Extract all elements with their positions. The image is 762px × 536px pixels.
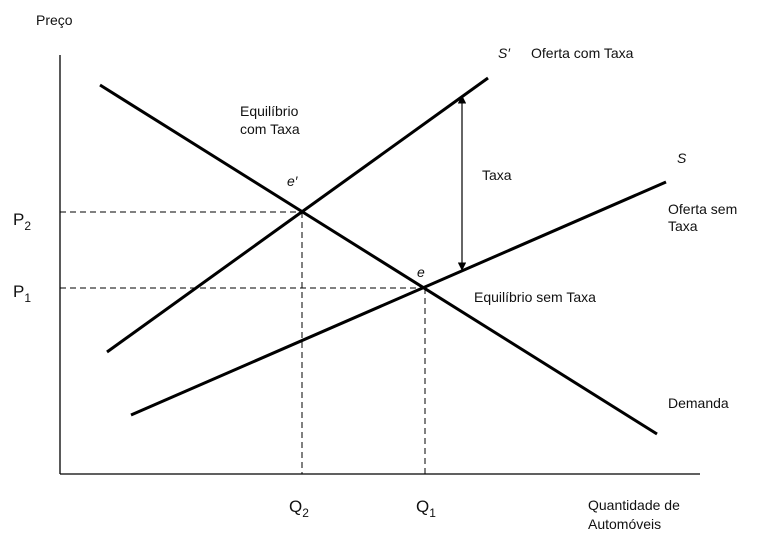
equilibrium-tax-desc-line1: Equilíbrio [240,103,299,119]
x-axis-label-line2: Automóveis [588,516,661,532]
x-axis-label-line1: Quantidade de [588,497,680,513]
q2-tick-label: Q2 [289,497,309,520]
q1-main: Q [416,497,429,516]
q2-main: Q [289,497,302,516]
p2-tick-label: P2 [13,210,31,233]
supply-desc-line2: Taxa [668,218,698,234]
supply-desc-line1: Oferta sem [668,201,737,217]
demand-curve [99,83,658,436]
equilibrium-point-label: e [417,264,425,280]
q1-tick-label: Q1 [416,497,436,520]
y-axis-label: Preço [36,12,73,28]
equilibrium-tax-point-label: e′ [287,173,299,189]
equilibrium-desc: Equilíbrio sem Taxa [474,289,596,305]
p2-main: P [13,210,24,229]
p1-main: P [13,282,24,301]
supply-curve [130,180,667,417]
q1-sub: 1 [429,506,436,520]
q2-sub: 2 [302,506,309,520]
supply-with-tax-curve [106,76,489,354]
p2-sub: 2 [24,219,31,233]
supply-tax-label: S′ [498,45,511,61]
tax-label: Taxa [482,167,512,183]
p1-sub: 1 [24,291,31,305]
equilibrium-tax-desc-line2: com Taxa [240,121,300,137]
supply-tax-desc: Oferta com Taxa [531,45,634,61]
supply-label: S [677,150,687,166]
demand-label: Demanda [668,395,729,411]
p1-tick-label: P1 [13,282,31,305]
